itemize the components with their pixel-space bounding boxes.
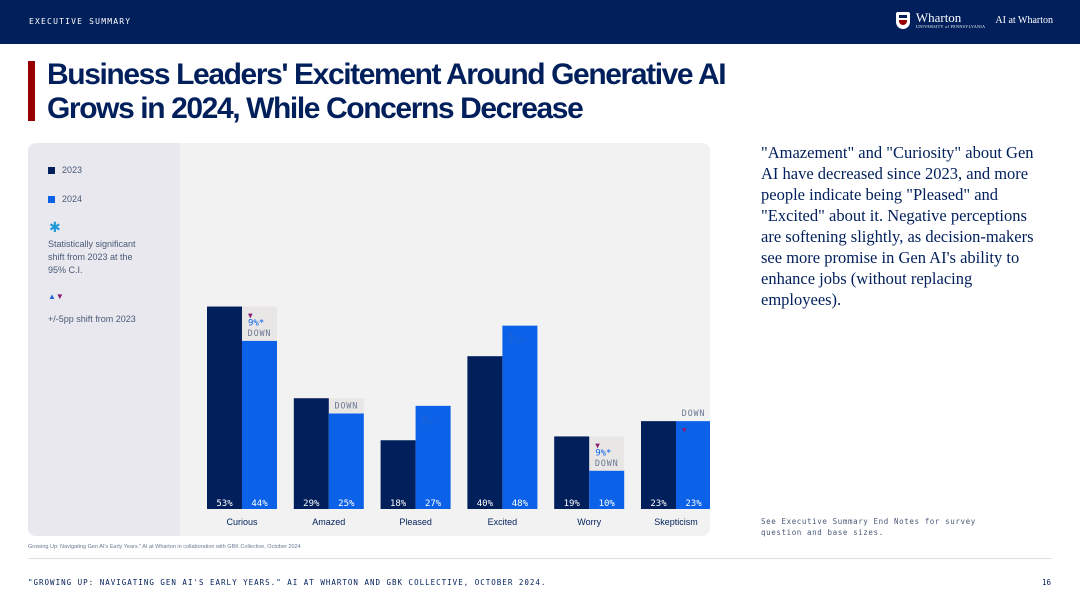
legend-item-2023: 2023 bbox=[48, 165, 82, 175]
shift-label-pleased: 9%* bbox=[422, 418, 438, 428]
value-label-2023-pleased: 18% bbox=[390, 499, 407, 509]
category-label-skepticism: Skepticism bbox=[654, 517, 698, 527]
bar-2024-worry bbox=[589, 470, 625, 509]
shift-label-skepticism: 7%* bbox=[682, 433, 698, 443]
wharton-logo: Wharton UNIVERSITY of PENNSYLVANIA AI at… bbox=[895, 10, 1053, 29]
category-label-worry: Worry bbox=[577, 517, 601, 527]
down-tag-curious: DOWN bbox=[248, 329, 272, 339]
legend-swatch-2024 bbox=[48, 195, 55, 203]
category-label-pleased: Pleased bbox=[399, 517, 432, 527]
brand-name: Wharton bbox=[915, 10, 962, 25]
down-tag-amazed: DOWN bbox=[334, 402, 358, 412]
penn-shield-icon bbox=[895, 11, 910, 29]
down-arrow-icon-worry: ▼ bbox=[595, 442, 600, 449]
value-label-2024-pleased: 27% bbox=[425, 499, 442, 509]
bar-2023-skepticism bbox=[641, 421, 676, 509]
value-label-2024-skepticism: 23% bbox=[685, 499, 702, 509]
bar-2024-excited bbox=[502, 325, 538, 509]
brand-unit: AI at Wharton bbox=[995, 14, 1053, 26]
value-label-2024-excited: 48% bbox=[512, 499, 529, 509]
bar-2023-worry bbox=[554, 436, 590, 509]
down-arrow-icon-skepticism: ▼ bbox=[682, 427, 687, 434]
section-label: EXECUTIVE SUMMARY bbox=[29, 17, 132, 26]
value-label-2023-amazed: 29% bbox=[303, 499, 320, 509]
legend-panel bbox=[28, 143, 180, 536]
commentary-text: "Amazement" and "Curiosity" about Gen AI… bbox=[761, 143, 1034, 309]
source-note: Growing Up: Navigating Gen AI's Early Ye… bbox=[28, 544, 301, 550]
down-tag-skepticism: DOWN bbox=[682, 409, 706, 419]
category-label-excited: Excited bbox=[488, 517, 518, 527]
legend-label-2024: 2024 bbox=[62, 194, 83, 204]
shift-arrows-icon: ▲▼ bbox=[48, 292, 64, 301]
significance-star-icon: ✱ bbox=[49, 219, 61, 235]
legend-label-2023: 2023 bbox=[62, 165, 83, 175]
legend-swatch-2023 bbox=[48, 166, 55, 174]
shift-label-worry: 9%* bbox=[595, 448, 611, 458]
footer-divider bbox=[28, 558, 1052, 559]
value-label-2024-curious: 44% bbox=[251, 499, 268, 509]
bar-2024-skepticism bbox=[676, 421, 710, 509]
value-label-2023-skepticism: 23% bbox=[650, 499, 667, 509]
down-arrow-icon-curious: ▼ bbox=[248, 313, 253, 320]
footer-citation: "GROWING UP: NAVIGATING GEN AI'S EARLY Y… bbox=[28, 578, 547, 587]
bar-2024-curious bbox=[242, 340, 277, 509]
up-arrow-icon-excited: ▲ bbox=[508, 332, 513, 339]
endnote-text: See Executive Summary End Notes for surv… bbox=[761, 517, 976, 537]
legend-shift-note: +/-5pp shift from 2023 bbox=[48, 314, 136, 324]
legend-significance-note: Statistically significant shift from 202… bbox=[48, 239, 136, 275]
bar-2024-pleased bbox=[415, 405, 451, 509]
value-label-2024-worry: 10% bbox=[599, 499, 616, 509]
value-label-2023-curious: 53% bbox=[216, 499, 233, 509]
bar-2024-amazed bbox=[328, 413, 364, 509]
shift-label-excited: 7%* bbox=[508, 338, 524, 348]
value-label-2023-excited: 40% bbox=[477, 499, 494, 509]
value-label-2024-amazed: 25% bbox=[338, 499, 355, 509]
header-bar: EXECUTIVE SUMMARY Wharton UNIVERSITY of … bbox=[0, 0, 1080, 44]
category-label-curious: Curious bbox=[226, 517, 258, 527]
page-title: Business Leaders' Excitement Around Gene… bbox=[47, 58, 727, 125]
brand-sub: UNIVERSITY of PENNSYLVANIA bbox=[915, 24, 986, 29]
bar-2023-excited bbox=[467, 356, 503, 509]
shift-label-curious: 9%* bbox=[248, 319, 264, 329]
bar-2023-pleased bbox=[380, 440, 416, 509]
down-tag-worry: DOWN bbox=[595, 459, 619, 469]
page-number: 16 bbox=[1041, 578, 1051, 587]
bar-2023-amazed bbox=[293, 398, 329, 509]
value-label-2023-worry: 19% bbox=[564, 499, 581, 509]
bar-2023-curious bbox=[207, 306, 242, 509]
title-accent-bar bbox=[28, 61, 35, 121]
category-label-amazed: Amazed bbox=[312, 517, 345, 527]
up-arrow-icon-pleased: ▲ bbox=[422, 412, 427, 419]
legend-item-2024: 2024 bbox=[48, 194, 82, 204]
